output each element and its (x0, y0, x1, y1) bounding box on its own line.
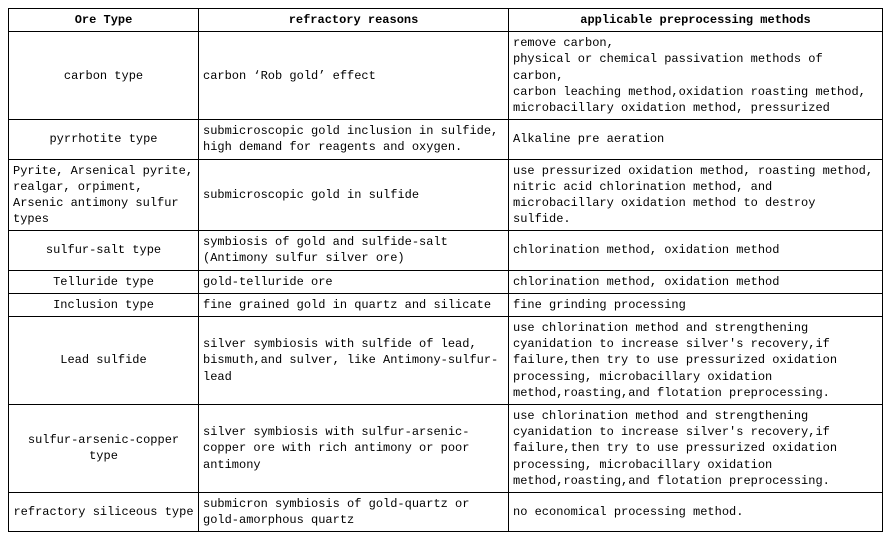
ore-type-cell: Pyrite, Arsenical pyrite, realgar, orpim… (9, 159, 199, 231)
table-row: sulfur-salt typesymbiosis of gold and su… (9, 231, 883, 270)
header-ore-type: Ore Type (9, 9, 199, 32)
ore-type-cell: Inclusion type (9, 293, 199, 316)
preprocessing-method-cell: use chlorination method and strengthenin… (509, 317, 883, 405)
table-row: Inclusion typefine grained gold in quart… (9, 293, 883, 316)
preprocessing-method-cell: Alkaline pre aeration (509, 120, 883, 159)
table-header-row: Ore Type refractory reasons applicable p… (9, 9, 883, 32)
ore-type-cell: pyrrhotite type (9, 120, 199, 159)
preprocessing-method-cell: use pressurized oxidation method, roasti… (509, 159, 883, 231)
refractory-reason-cell: silver symbiosis with sulfide of lead, b… (199, 317, 509, 405)
ore-type-cell: sulfur-arsenic-copper type (9, 404, 199, 492)
table-row: sulfur-arsenic-copper typesilver symbios… (9, 404, 883, 492)
preprocessing-method-cell: fine grinding processing (509, 293, 883, 316)
preprocessing-method-cell: use chlorination method and strengthenin… (509, 404, 883, 492)
refractory-reason-cell: symbiosis of gold and sulfide-salt (Anti… (199, 231, 509, 270)
refractory-reason-cell: carbon ‘Rob gold’ effect (199, 32, 509, 120)
refractory-reason-cell: submicroscopic gold inclusion in sulfide… (199, 120, 509, 159)
refractory-reason-cell: fine grained gold in quartz and silicate (199, 293, 509, 316)
header-preprocessing-methods: applicable preprocessing methods (509, 9, 883, 32)
ore-type-cell: sulfur-salt type (9, 231, 199, 270)
table-body: carbon typecarbon ‘Rob gold’ effectremov… (9, 32, 883, 532)
ore-processing-table: Ore Type refractory reasons applicable p… (8, 8, 883, 532)
refractory-reason-cell: silver symbiosis with sulfur-arsenic-cop… (199, 404, 509, 492)
preprocessing-method-cell: no economical processing method. (509, 492, 883, 531)
table-row: pyrrhotite typesubmicroscopic gold inclu… (9, 120, 883, 159)
ore-type-cell: Lead sulfide (9, 317, 199, 405)
header-refractory-reasons: refractory reasons (199, 9, 509, 32)
table-row: Lead sulfidesilver symbiosis with sulfid… (9, 317, 883, 405)
refractory-reason-cell: submicron symbiosis of gold-quartz or go… (199, 492, 509, 531)
refractory-reason-cell: submicroscopic gold in sulfide (199, 159, 509, 231)
table-row: Pyrite, Arsenical pyrite, realgar, orpim… (9, 159, 883, 231)
table-row: carbon typecarbon ‘Rob gold’ effectremov… (9, 32, 883, 120)
table-row: refractory siliceous typesubmicron symbi… (9, 492, 883, 531)
refractory-reason-cell: gold-telluride ore (199, 270, 509, 293)
preprocessing-method-cell: chlorination method, oxidation method (509, 231, 883, 270)
preprocessing-method-cell: chlorination method, oxidation method (509, 270, 883, 293)
ore-type-cell: refractory siliceous type (9, 492, 199, 531)
ore-type-cell: Telluride type (9, 270, 199, 293)
ore-type-cell: carbon type (9, 32, 199, 120)
preprocessing-method-cell: remove carbon,physical or chemical passi… (509, 32, 883, 120)
table-row: Telluride typegold-telluride orechlorina… (9, 270, 883, 293)
